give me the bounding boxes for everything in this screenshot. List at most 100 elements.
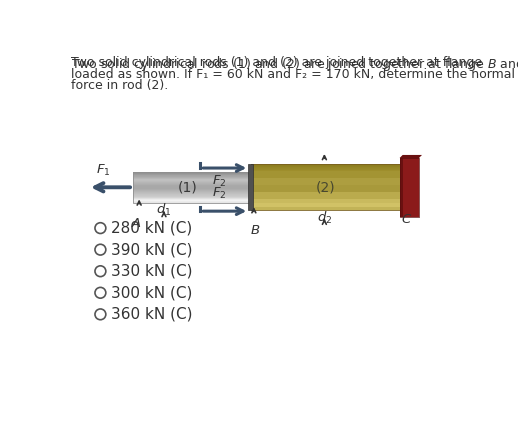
Bar bbox=[251, 165, 399, 166]
Bar bbox=[251, 168, 399, 169]
Bar bbox=[251, 182, 399, 183]
Bar bbox=[251, 190, 399, 191]
Bar bbox=[251, 180, 399, 181]
Text: $F_2$: $F_2$ bbox=[212, 173, 227, 189]
Bar bbox=[133, 190, 251, 191]
Bar bbox=[133, 197, 251, 198]
Bar bbox=[251, 166, 399, 167]
Bar bbox=[133, 196, 251, 197]
Bar bbox=[133, 202, 251, 203]
Bar bbox=[251, 172, 399, 173]
Text: $F_2$: $F_2$ bbox=[212, 186, 227, 201]
Text: 330 kN (C): 330 kN (C) bbox=[111, 264, 193, 279]
Text: $d_2$: $d_2$ bbox=[316, 210, 332, 226]
Bar bbox=[399, 158, 419, 217]
Bar bbox=[251, 208, 399, 209]
Bar bbox=[251, 200, 399, 201]
Bar bbox=[133, 193, 251, 194]
Bar bbox=[251, 173, 399, 174]
Bar bbox=[251, 202, 399, 203]
Bar bbox=[251, 185, 399, 186]
Bar bbox=[133, 176, 251, 177]
Bar bbox=[251, 198, 399, 199]
Text: $F_1$: $F_1$ bbox=[96, 163, 111, 178]
Text: force in rod (2).: force in rod (2). bbox=[71, 79, 168, 93]
Text: Two solid cylindrical rods (1) and (2) are joined together at flange $\it{B}$ an: Two solid cylindrical rods (1) and (2) a… bbox=[71, 57, 518, 74]
Polygon shape bbox=[399, 155, 422, 158]
Bar bbox=[251, 170, 399, 171]
Bar bbox=[251, 178, 399, 179]
Bar bbox=[251, 181, 399, 182]
Bar bbox=[133, 185, 251, 186]
Text: 360 kN (C): 360 kN (C) bbox=[111, 307, 193, 322]
Bar bbox=[251, 179, 399, 180]
Bar bbox=[251, 197, 399, 198]
Bar bbox=[251, 177, 399, 178]
Bar bbox=[133, 188, 251, 189]
Text: (2): (2) bbox=[315, 180, 335, 194]
Bar bbox=[251, 189, 399, 190]
Bar bbox=[251, 206, 399, 207]
Bar bbox=[133, 177, 251, 178]
Bar bbox=[133, 200, 251, 201]
Bar bbox=[133, 183, 251, 184]
Bar bbox=[251, 201, 399, 202]
Bar bbox=[133, 195, 251, 196]
Bar bbox=[251, 186, 399, 187]
Bar bbox=[251, 171, 399, 172]
Bar bbox=[251, 205, 399, 206]
Bar bbox=[251, 175, 399, 176]
Bar bbox=[251, 176, 399, 177]
Bar bbox=[133, 201, 251, 202]
Bar bbox=[133, 181, 251, 182]
Bar bbox=[133, 192, 251, 193]
Bar bbox=[251, 195, 399, 196]
Bar bbox=[251, 203, 399, 204]
Bar bbox=[251, 187, 399, 188]
Bar bbox=[251, 169, 399, 170]
Text: $B$: $B$ bbox=[250, 224, 261, 237]
Bar bbox=[251, 209, 399, 210]
Bar bbox=[133, 184, 251, 185]
Bar bbox=[133, 180, 251, 181]
Bar bbox=[133, 172, 251, 203]
Bar bbox=[133, 199, 251, 200]
Text: $A$: $A$ bbox=[131, 217, 141, 230]
Text: 300 kN (C): 300 kN (C) bbox=[111, 285, 193, 300]
Bar bbox=[251, 174, 399, 175]
Bar bbox=[399, 158, 419, 217]
Bar bbox=[133, 179, 251, 180]
Bar bbox=[133, 175, 251, 176]
Text: 390 kN (C): 390 kN (C) bbox=[111, 242, 193, 257]
Bar bbox=[251, 199, 399, 200]
Bar bbox=[133, 191, 251, 192]
Bar bbox=[133, 194, 251, 195]
Text: Two solid cylindrical rods (1) and (2) are joined together at flange: Two solid cylindrical rods (1) and (2) a… bbox=[71, 57, 486, 69]
Text: $C$: $C$ bbox=[401, 213, 412, 227]
Bar bbox=[251, 193, 399, 194]
Bar bbox=[251, 164, 399, 165]
Bar bbox=[133, 178, 251, 179]
Bar bbox=[251, 196, 399, 197]
Bar bbox=[133, 186, 251, 187]
Text: (1): (1) bbox=[178, 180, 198, 194]
Bar bbox=[133, 198, 251, 199]
Bar bbox=[133, 173, 251, 174]
Bar bbox=[248, 164, 253, 210]
Bar bbox=[133, 187, 251, 188]
Bar bbox=[251, 164, 399, 210]
Text: loaded as shown. If F₁ = 60 kN and F₂ = 170 kN, determine the normal: loaded as shown. If F₁ = 60 kN and F₂ = … bbox=[71, 68, 515, 81]
Bar bbox=[251, 167, 399, 168]
Bar bbox=[251, 188, 399, 189]
Bar bbox=[251, 183, 399, 184]
Bar bbox=[251, 192, 399, 193]
Bar bbox=[251, 191, 399, 192]
Bar bbox=[133, 182, 251, 183]
Bar bbox=[133, 189, 251, 190]
Text: $d_1$: $d_1$ bbox=[156, 202, 171, 218]
Bar bbox=[133, 172, 251, 173]
Bar bbox=[399, 158, 402, 217]
Bar bbox=[251, 194, 399, 195]
Bar bbox=[251, 184, 399, 185]
Bar bbox=[133, 174, 251, 175]
